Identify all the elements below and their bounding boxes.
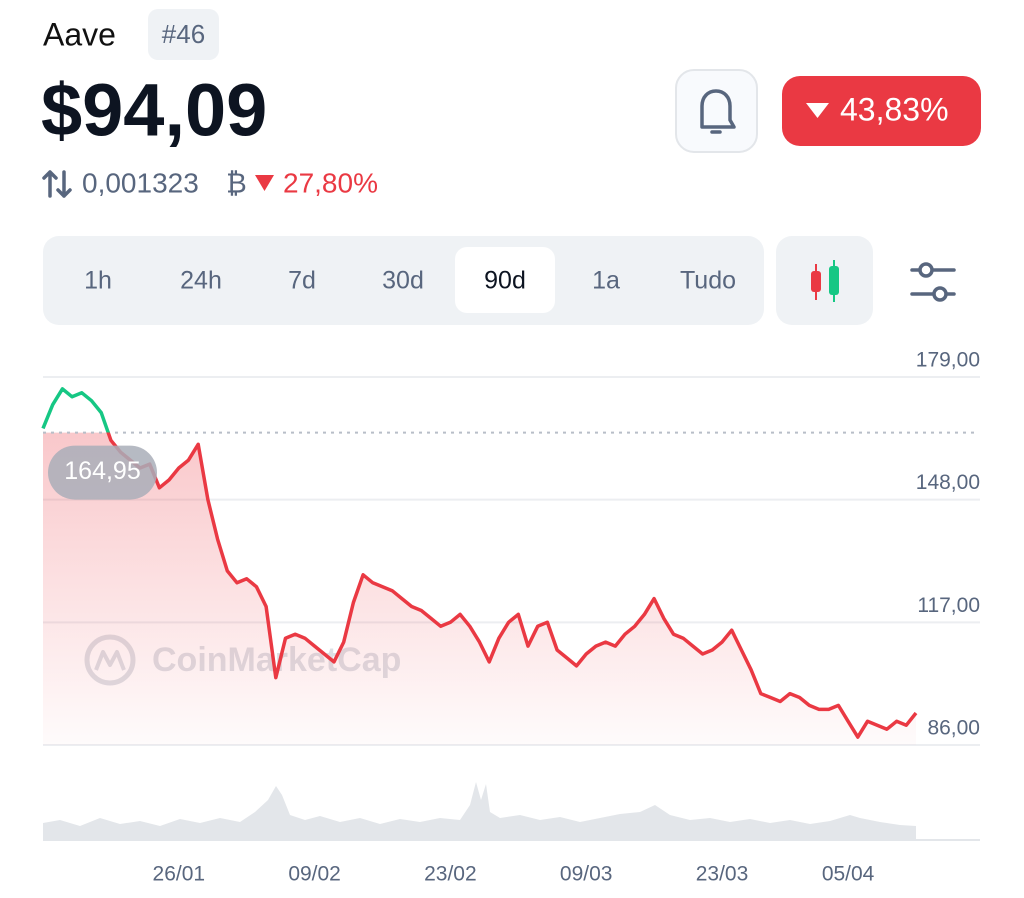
y-tick-label: 148,00 (916, 471, 980, 494)
bell-icon[interactable] (700, 89, 736, 134)
tab[interactable]: Tudo (680, 267, 736, 295)
tab-bar (43, 236, 764, 325)
slider-knob[interactable] (932, 286, 948, 302)
arrow-down (56, 170, 72, 198)
y-tick-label: 117,00 (917, 594, 980, 617)
change-badge-text: 43,83% (840, 91, 949, 127)
tab-label[interactable]: 24h (180, 267, 222, 295)
x-tick-label: 26/01 (153, 863, 206, 886)
tab[interactable]: 90d (455, 247, 555, 313)
price-chart: CoinMarketCap 179,00148,00117,0086,0026/… (41, 349, 980, 886)
y-tick-label: 179,00 (916, 349, 980, 372)
reference-pill (48, 445, 157, 500)
candle-button[interactable] (776, 236, 873, 325)
tab[interactable]: 30d (382, 267, 424, 295)
x-tick-label: 23/02 (424, 863, 477, 886)
btc-price: 0,001323 (82, 167, 199, 198)
coin-name: Aave (43, 16, 116, 52)
tab-label[interactable]: 30d (382, 267, 424, 295)
candle-body-red (811, 271, 821, 292)
tab-label[interactable]: 1a (592, 267, 620, 295)
reference-label: 164,95 (64, 457, 140, 485)
tab-active-bg[interactable] (455, 247, 555, 313)
candle-button-bg[interactable] (776, 236, 873, 325)
price-line (41, 387, 918, 739)
x-tick-label: 23/03 (696, 863, 749, 886)
area-fill (43, 432, 916, 745)
x-tick-label: 09/02 (288, 863, 341, 886)
btc-change: 27,80% (283, 167, 378, 198)
tab-label[interactable]: 1h (84, 267, 112, 295)
tab[interactable]: 1h (84, 267, 112, 295)
tab-label[interactable]: Tudo (680, 267, 736, 295)
alert-button[interactable] (675, 69, 758, 153)
slider-knob[interactable] (918, 262, 934, 278)
swap-icon (42, 170, 72, 198)
change-badge[interactable]: 43,83% (782, 76, 981, 146)
alert-button-bg[interactable] (675, 69, 758, 153)
tab-label[interactable]: 7d (288, 267, 316, 295)
tab[interactable]: 1a (592, 267, 620, 295)
coin-price: $94,09 (41, 69, 267, 152)
tabs: 1h 24h 7d 30d 90d 1a Tudo (84, 247, 736, 313)
badge-triangle (806, 103, 829, 118)
change-badge-bg[interactable] (782, 76, 981, 146)
down-triangle (255, 175, 274, 191)
rank-pill (148, 9, 219, 60)
arrow-up (42, 170, 58, 198)
tab[interactable]: 24h (180, 267, 222, 295)
volume-area (43, 782, 916, 840)
coin-rank: #46 (162, 19, 205, 49)
x-tick-label: 05/04 (822, 863, 875, 886)
btc-symbol: ₿ (226, 167, 247, 198)
settings-button[interactable] (910, 262, 956, 302)
tab[interactable]: 7d (288, 267, 316, 295)
tab-label[interactable]: 90d (484, 267, 526, 295)
candle-body-green (829, 266, 839, 295)
y-tick-label: 86,00 (927, 717, 980, 740)
x-tick-label: 09/03 (560, 863, 613, 886)
